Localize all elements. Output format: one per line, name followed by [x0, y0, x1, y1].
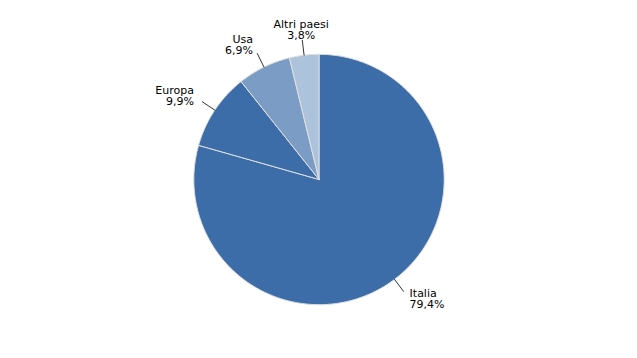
- svg-text:Italia79,4%: Italia79,4%: [410, 287, 445, 311]
- svg-text:Altri paesi3,8%: Altri paesi3,8%: [273, 18, 328, 42]
- svg-text:Europa9,9%: Europa9,9%: [155, 84, 194, 108]
- svg-text:Usa6,9%: Usa6,9%: [225, 33, 253, 57]
